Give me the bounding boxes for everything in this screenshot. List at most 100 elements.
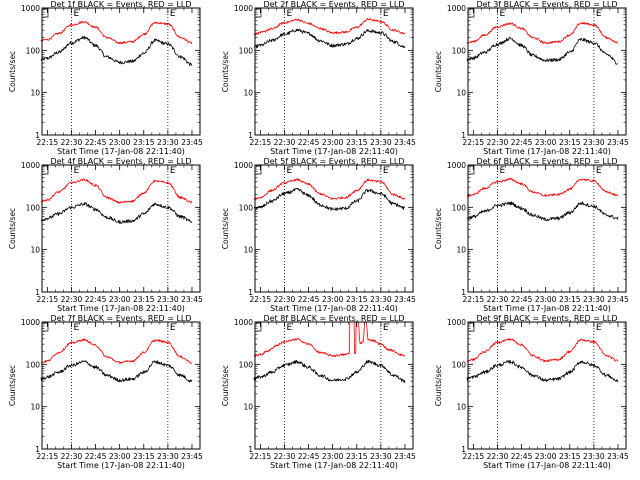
y-tick-label: 1 [35, 288, 40, 297]
plot-frame [467, 321, 627, 450]
x-tick-label: 23:00 [322, 138, 344, 147]
x-tick-label: 23:15 [133, 295, 155, 304]
marker-label: E [383, 323, 389, 333]
chart-title: Det 4f BLACK = Events, RED = LLD [50, 157, 191, 166]
plot-frame [254, 321, 414, 450]
x-tick-label: 23:15 [133, 138, 155, 147]
x-tick-label: 22:15 [250, 138, 272, 147]
x-tick-label: 22:45 [298, 295, 320, 304]
y-tick-label: 100 [452, 46, 467, 55]
x-tick-label: 22:45 [85, 452, 107, 461]
y-tick-label: 1000 [447, 318, 466, 327]
left-edge-marker [43, 322, 49, 332]
y-tick-label: 1 [461, 131, 466, 140]
x-tick-label: 22:45 [85, 295, 107, 304]
y-tick-label: 1 [248, 131, 253, 140]
chart-title: Det 2f BLACK = Events, RED = LLD [263, 0, 404, 9]
x-tick-label: 22:45 [298, 452, 320, 461]
plot-frame [41, 7, 201, 136]
chart-title: Det 5f BLACK = Events, RED = LLD [263, 157, 404, 166]
x-tick-label: 23:00 [322, 295, 344, 304]
x-tick-label: 23:30 [157, 138, 179, 147]
x-tick-label: 23:30 [370, 138, 392, 147]
x-tick-label: 22:15 [37, 452, 59, 461]
x-tick-label: 22:45 [511, 295, 533, 304]
x-tick-label: 22:15 [250, 295, 272, 304]
left-edge-marker [43, 165, 49, 175]
x-tick-label: 23:00 [322, 452, 344, 461]
left-edge-marker [469, 8, 475, 18]
series-line-events [466, 359, 619, 383]
series-line-lld [253, 178, 406, 200]
x-tick-label: 22:30 [487, 452, 509, 461]
plot-frame [41, 164, 201, 293]
marker-label: E [73, 323, 79, 333]
y-tick-label: 1000 [234, 161, 253, 170]
plot-frame [467, 164, 627, 293]
left-edge-marker [256, 8, 262, 18]
y-tick-label: 1 [248, 445, 253, 454]
x-tick-label: 23:15 [346, 295, 368, 304]
y-axis-label: Counts/sec [221, 208, 230, 249]
series-line-events [40, 202, 193, 224]
x-tick-label: 23:30 [583, 452, 605, 461]
marker-label: E [170, 323, 176, 333]
y-tick-label: 1000 [234, 4, 253, 13]
y-tick-label: 1 [461, 445, 466, 454]
y-tick-label: 10 [456, 403, 466, 412]
x-tick-label: 23:15 [559, 138, 581, 147]
y-axis-label: Counts/sec [8, 365, 17, 406]
y-axis-label: Counts/sec [221, 51, 230, 92]
x-tick-label: 23:45 [181, 295, 203, 304]
y-tick-label: 1000 [447, 161, 466, 170]
x-tick-label: 22:30 [61, 138, 83, 147]
y-tick-label: 100 [452, 360, 467, 369]
x-tick-label: 23:15 [133, 452, 155, 461]
x-tick-label: 23:15 [559, 295, 581, 304]
y-tick-label: 10 [243, 246, 253, 255]
x-tick-label: 22:30 [61, 295, 83, 304]
x-tick-label: 23:00 [535, 452, 557, 461]
y-tick-label: 1000 [447, 4, 466, 13]
marker-label: E [286, 166, 292, 176]
chart-title: Det 8f BLACK = Events, RED = LLD [263, 314, 404, 323]
x-tick-label: 22:45 [298, 138, 320, 147]
y-tick-label: 10 [30, 246, 40, 255]
x-axis-label: Start Time (17-Jan-08 22:11:40) [483, 304, 611, 313]
marker-label: E [286, 323, 292, 333]
x-tick-label: 23:30 [157, 452, 179, 461]
series-line-lld [40, 338, 193, 364]
left-edge-marker [469, 322, 475, 332]
y-tick-label: 1000 [21, 4, 40, 13]
x-tick-label: 23:00 [535, 295, 557, 304]
x-tick-label: 23:45 [181, 138, 203, 147]
y-tick-label: 100 [26, 203, 41, 212]
x-tick-label: 22:45 [511, 452, 533, 461]
y-tick-label: 100 [239, 203, 254, 212]
marker-label: E [73, 9, 79, 19]
x-axis-label: Start Time (17-Jan-08 22:11:40) [270, 461, 398, 470]
x-axis-label: Start Time (17-Jan-08 22:11:40) [57, 461, 185, 470]
series-line-lld [466, 338, 619, 363]
marker-label: E [499, 166, 505, 176]
x-tick-label: 22:30 [274, 295, 296, 304]
y-tick-label: 10 [243, 89, 253, 98]
y-tick-label: 1 [35, 445, 40, 454]
marker-label: E [596, 9, 602, 19]
series-line-events [466, 36, 618, 65]
x-tick-label: 22:45 [85, 138, 107, 147]
y-tick-label: 100 [239, 360, 254, 369]
x-tick-label: 22:15 [250, 452, 272, 461]
marker-label: E [499, 9, 505, 19]
y-tick-label: 1000 [21, 318, 40, 327]
x-tick-label: 23:45 [394, 452, 416, 461]
x-tick-label: 22:15 [37, 138, 59, 147]
x-tick-label: 23:00 [109, 138, 131, 147]
x-tick-label: 23:30 [583, 295, 605, 304]
x-tick-label: 22:45 [511, 138, 533, 147]
